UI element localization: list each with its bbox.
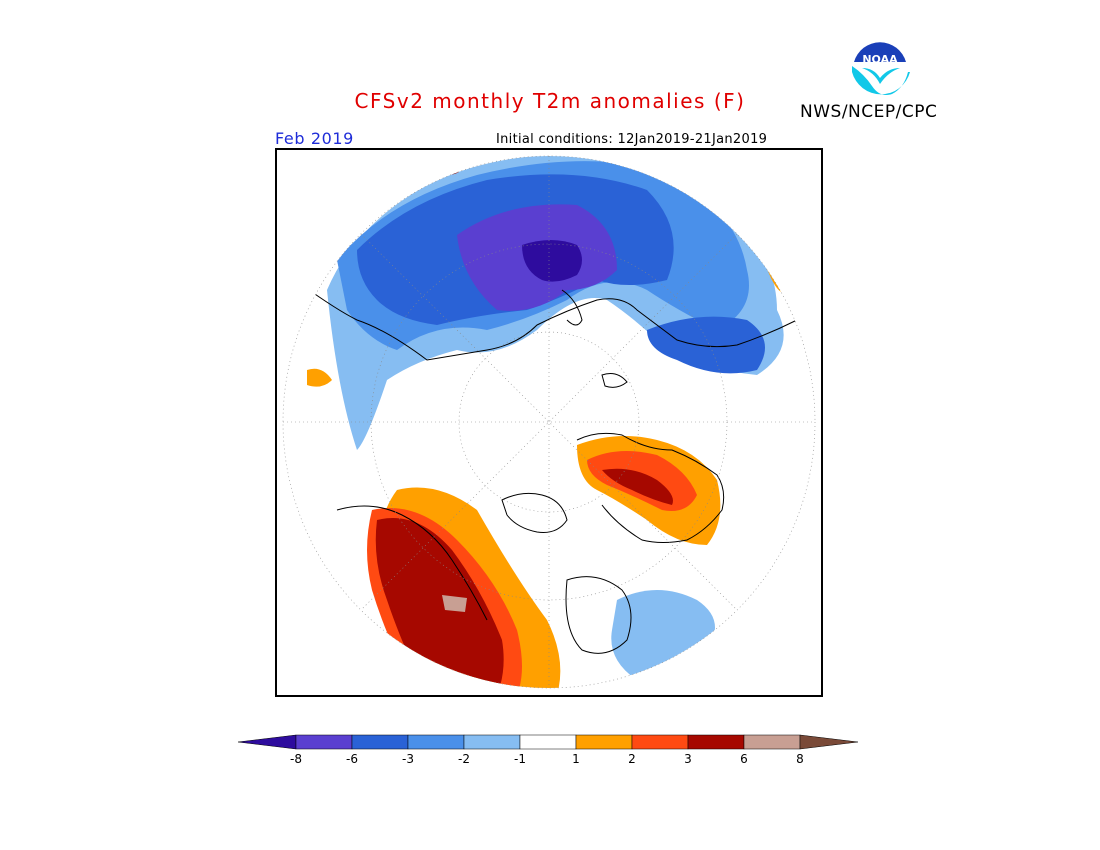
hemisphere-boundary	[282, 155, 816, 689]
noaa-logo-text: NOAA	[862, 53, 898, 66]
colorbar-tick-label: -3	[402, 752, 414, 766]
colorbar-tick-label: -8	[290, 752, 302, 766]
colorbar-segment	[687, 734, 745, 750]
colorbar-segment	[575, 734, 633, 750]
anomaly-red-rim-north	[442, 161, 459, 175]
meridian-line	[360, 233, 738, 611]
colorbar-segment	[463, 734, 521, 750]
coastline-iceland-small	[601, 373, 628, 388]
coastline-greenland	[565, 576, 632, 654]
colorbar-segment	[743, 734, 801, 750]
map-title: CFSv2 monthly T2m anomalies (F)	[354, 89, 746, 113]
anomaly-blue-russia-east	[647, 316, 765, 374]
colorbar-segment	[295, 734, 353, 750]
polar-stereographic-map	[275, 148, 823, 697]
colorbar-tick-label: -1	[514, 752, 526, 766]
colorbar-segment-low-extreme	[237, 734, 297, 750]
colorbar-tick-label: 6	[740, 752, 748, 766]
colorbar-segment	[631, 734, 689, 750]
colorbar-segment	[351, 734, 409, 750]
forecast-period: Feb 2019	[275, 129, 354, 148]
colorbar-segment	[519, 734, 577, 750]
coastline-scandinavia	[336, 505, 488, 621]
anomaly-tan-europe	[442, 595, 467, 612]
coastline-arctic-islands	[501, 492, 568, 533]
colorbar-tick-label: 3	[684, 752, 692, 766]
agency-label: NWS/NCEP/CPC	[800, 102, 938, 122]
colorbar-tick-label: -6	[346, 752, 358, 766]
colorbar	[237, 732, 863, 772]
coastline-alaska-canada	[576, 432, 725, 543]
coastline-novaya-zemlya	[561, 289, 583, 326]
colorbar-tick-label: -2	[458, 752, 470, 766]
colorbar-tick-label: 8	[796, 752, 804, 766]
initial-conditions: Initial conditions: 12Jan2019-21Jan2019	[496, 132, 768, 147]
colorbar-tick-label: 2	[628, 752, 636, 766]
colorbar-segment	[407, 734, 465, 750]
anomaly-orange-rim-west	[307, 368, 332, 387]
colorbar-segment-high-extreme	[799, 734, 859, 750]
anomaly-light-blue-greenland	[611, 590, 715, 680]
coastline-eurasia	[301, 284, 798, 361]
colorbar-tick-label: 1	[572, 752, 580, 766]
noaa-logo: NOAA	[848, 38, 912, 102]
meridian-line	[360, 233, 738, 611]
anomaly-dark-purple-core	[522, 240, 582, 282]
